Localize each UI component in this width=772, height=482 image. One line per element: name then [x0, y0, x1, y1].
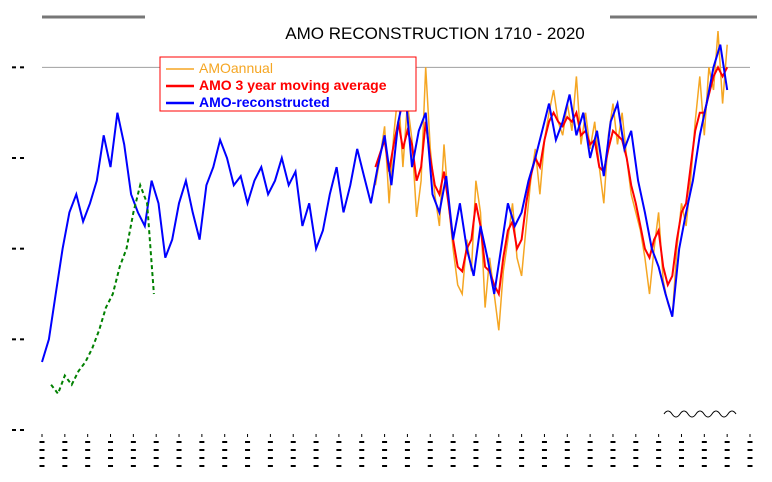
- y-tick: [12, 247, 24, 250]
- y-tick: [12, 66, 24, 69]
- legend-box: [159, 56, 417, 112]
- x-tick: [496, 434, 502, 467]
- x-tick: [290, 434, 296, 467]
- x-tick: [473, 434, 479, 467]
- legend-label-amoannual: AMOannual: [199, 60, 273, 76]
- series-line-0: [374, 31, 728, 331]
- x-tick: [701, 434, 707, 467]
- series-line-2: [41, 44, 729, 363]
- signature-mark: [663, 410, 737, 418]
- y-tick: [12, 157, 24, 159]
- chart-title: AMO RECONSTRUCTION 1710 - 2020: [285, 24, 584, 43]
- x-tick: [313, 434, 319, 467]
- x-tick: [610, 434, 616, 467]
- x-tick: [450, 434, 456, 467]
- x-tick: [587, 434, 593, 467]
- y-tick: [12, 429, 24, 431]
- legend-label-moving-average: AMO 3 year moving average: [199, 77, 387, 93]
- x-tick: [404, 434, 410, 467]
- x-tick: [108, 434, 114, 467]
- x-tick: [633, 434, 639, 467]
- x-tick: [519, 434, 525, 467]
- x-tick: [359, 434, 365, 467]
- x-tick: [382, 434, 388, 467]
- y-tick-layer: [12, 66, 24, 431]
- x-tick: [176, 434, 182, 467]
- legend: AMOannual AMO 3 year moving average AMO-…: [159, 56, 417, 112]
- series-line-3: [50, 181, 155, 396]
- series-layer: [41, 31, 729, 396]
- x-tick: [245, 434, 251, 467]
- x-tick-layer: [39, 434, 753, 467]
- y-tick: [12, 338, 24, 341]
- x-tick: [85, 434, 91, 467]
- legend-label-reconstructed: AMO-reconstructed: [199, 94, 330, 110]
- x-tick: [724, 434, 730, 467]
- x-tick: [747, 434, 753, 467]
- x-tick: [130, 434, 136, 467]
- x-tick: [267, 434, 273, 467]
- x-tick: [656, 434, 662, 467]
- x-tick: [153, 434, 159, 467]
- x-tick: [199, 434, 205, 467]
- x-tick: [62, 434, 68, 467]
- x-tick: [222, 434, 228, 467]
- x-tick: [678, 434, 684, 467]
- x-tick: [541, 434, 547, 467]
- x-tick: [564, 434, 570, 467]
- x-tick: [39, 434, 45, 467]
- x-tick: [427, 434, 433, 467]
- x-tick: [336, 434, 342, 467]
